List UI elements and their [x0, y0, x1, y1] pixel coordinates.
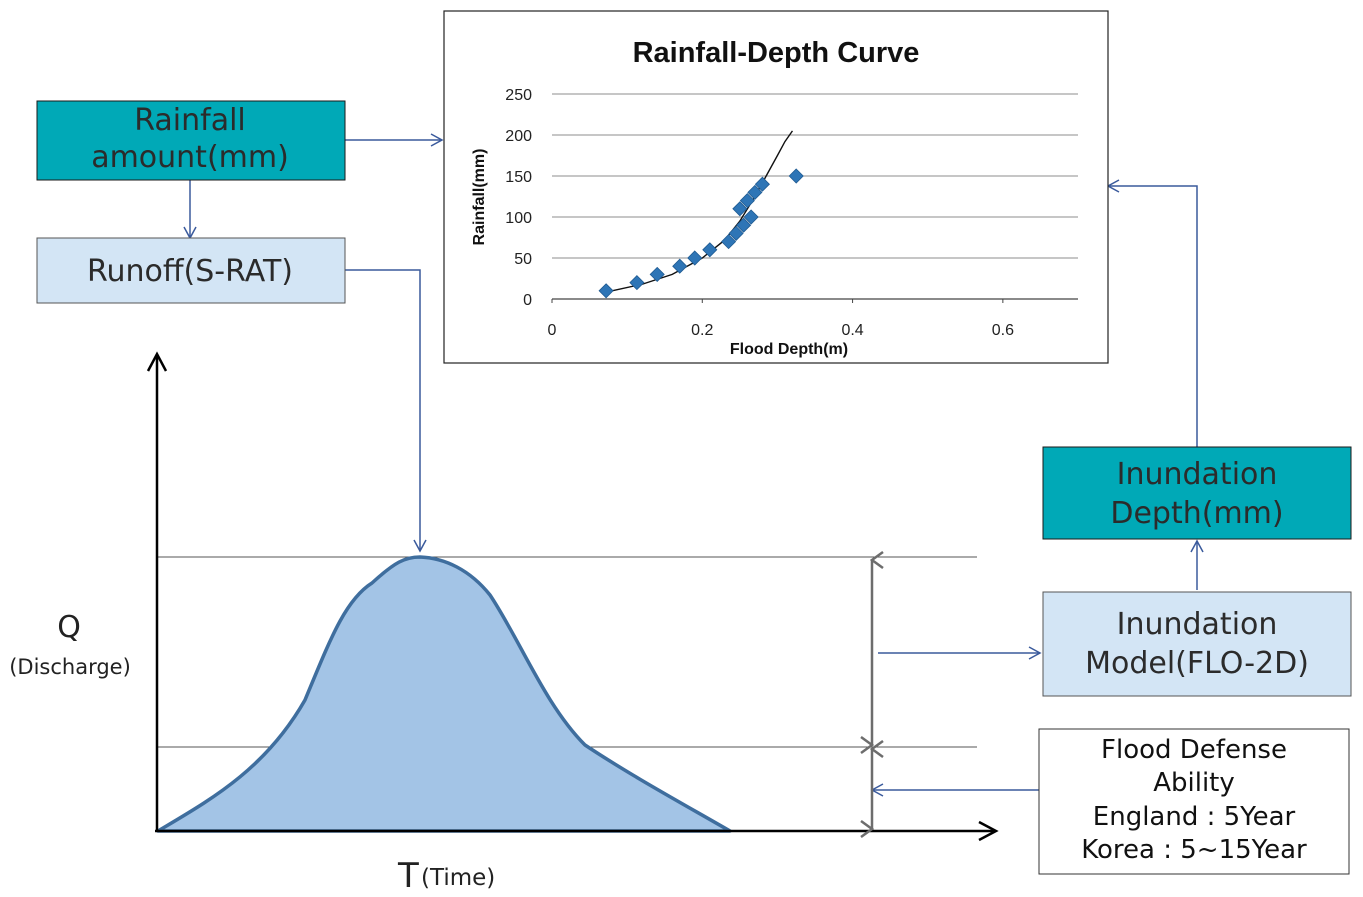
runoff-to-hydrograph-arrow — [345, 269, 427, 553]
q-sub-label: (Discharge) — [9, 655, 131, 679]
t-sub-label: (Time) — [421, 865, 495, 891]
chart-y-ticks: 0 50 100 150 200 250 — [505, 87, 532, 309]
chart-x-axis-label: Flood Depth(m) — [730, 341, 848, 358]
chart-points — [598, 168, 804, 299]
x-tick-label: 0 — [548, 322, 557, 339]
chart-y-axis-label: Rainfall(mm) — [471, 149, 488, 246]
data-point — [649, 266, 665, 282]
data-point — [721, 234, 737, 250]
x-tick-label: 0.6 — [992, 322, 1014, 339]
hydrograph: Q (Discharge) T (Time) — [9, 351, 999, 896]
x-tick-label: 0.4 — [841, 322, 863, 339]
rainfall-box-line2: amount(mm) — [91, 140, 289, 175]
defense-line4: Korea : 5~15Year — [1081, 835, 1307, 865]
chart-x-ticks: 0 0.2 0.4 0.6 — [548, 299, 1014, 339]
data-point — [754, 176, 770, 192]
chart-trendline — [604, 130, 794, 294]
defense-line2: Ability — [1153, 768, 1235, 798]
data-point — [747, 184, 763, 200]
y-tick-label: 250 — [505, 87, 532, 104]
y-tick-label: 0 — [523, 292, 532, 309]
data-point — [732, 201, 748, 217]
data-point — [788, 168, 804, 184]
flood-defense-box: Flood Defense Ability England : 5Year Ko… — [1038, 728, 1350, 875]
inundation-depth-box: Inundation Depth(mm) — [1042, 446, 1352, 540]
inundation-depth-line1: Inundation — [1117, 457, 1278, 492]
y-tick-label: 50 — [514, 251, 532, 268]
data-point — [728, 225, 744, 241]
data-point — [702, 242, 718, 258]
inundation-depth-line2: Depth(mm) — [1110, 496, 1283, 531]
data-point — [743, 209, 759, 225]
data-point — [598, 283, 614, 299]
data-point — [739, 193, 755, 209]
runoff-box-label: Runoff(S-RAT) — [87, 254, 293, 289]
data-point — [736, 217, 752, 233]
depth-to-chart-arrow — [1106, 179, 1198, 447]
x-tick-label: 0.2 — [691, 322, 713, 339]
connectors — [183, 133, 1204, 797]
hydrograph-curve — [156, 555, 732, 833]
inundation-model-box: Inundation Model(FLO-2D) — [1042, 591, 1352, 697]
inundation-model-line1: Inundation — [1117, 607, 1278, 642]
chart-title: Rainfall-Depth Curve — [633, 37, 920, 69]
inundation-model-line2: Model(FLO-2D) — [1085, 646, 1309, 681]
rainfall-box: Rainfall amount(mm) — [36, 100, 346, 181]
data-point — [672, 258, 688, 274]
data-point — [629, 275, 645, 291]
y-tick-label: 200 — [505, 128, 532, 145]
q-label: Q — [57, 610, 81, 645]
runoff-box: Runoff(S-RAT) — [36, 237, 346, 304]
rainfall-box-line1: Rainfall — [134, 103, 246, 138]
t-label: T — [397, 856, 419, 896]
defense-line3: England : 5Year — [1093, 802, 1296, 832]
chart-grid — [552, 93, 1078, 300]
data-point — [687, 250, 703, 266]
rainfall-depth-chart: Rainfall-Depth Curve 0 50 100 150 200 250 0 0.… — [443, 10, 1109, 364]
y-tick-label: 100 — [505, 210, 532, 227]
defense-line1: Flood Defense — [1101, 735, 1287, 765]
y-tick-label: 150 — [505, 169, 532, 186]
